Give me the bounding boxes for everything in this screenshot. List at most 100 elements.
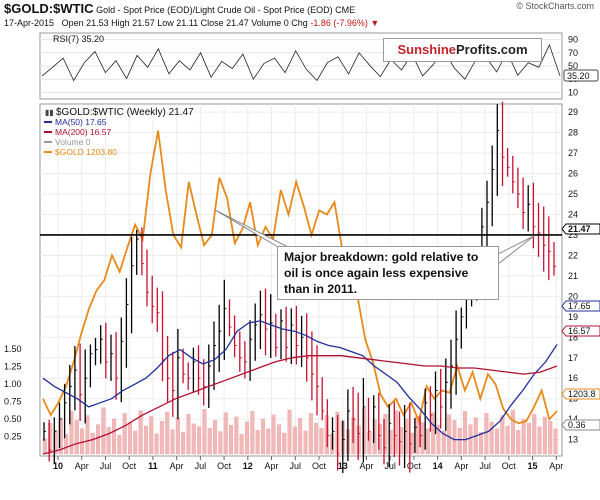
volume-bar: [85, 415, 90, 455]
x-tick-label: Jul: [290, 461, 302, 471]
price-tick-label: 14: [568, 414, 578, 424]
volume-bar: [207, 427, 212, 455]
value-label: 21.47: [561, 223, 600, 235]
volume-bar: [484, 413, 489, 455]
rsi-tick-label: 50: [568, 61, 578, 71]
volume-bar: [367, 432, 372, 455]
x-tick-label: Apr: [75, 461, 89, 471]
volume-bar: [548, 420, 553, 455]
price-tick-label: 26: [568, 169, 578, 179]
volume-bar: [553, 428, 558, 455]
volume-bar: [223, 412, 228, 455]
low-label: Low: [157, 18, 174, 28]
price-tick-label: 24: [568, 210, 578, 220]
x-tick-label: Jul: [384, 461, 396, 471]
volume-bar: [276, 424, 281, 455]
price-tick-label: 13: [568, 435, 578, 445]
price-tick-label: 25: [568, 189, 578, 199]
value-label-text: 16.57: [568, 326, 591, 336]
volume-bar: [96, 424, 101, 455]
price-tick-label: 29: [568, 107, 578, 117]
value-label-text: 17.65: [568, 301, 591, 311]
chg-label: Chg: [291, 18, 308, 28]
volume-bar: [213, 420, 218, 455]
volume-bar: [308, 413, 313, 455]
high-label: High: [111, 18, 130, 28]
x-tick-label: Oct: [502, 461, 517, 471]
high-value: 21.57: [132, 18, 155, 28]
chart-header-line1: $GOLD:$WTIC Gold - Spot Price (EOD)/Ligh…: [4, 1, 355, 16]
volume-bar: [495, 428, 500, 455]
value-label-text: 0.36: [568, 420, 586, 430]
rsi-value-box: [563, 69, 599, 82]
x-tick-label: 10: [53, 461, 63, 471]
volume-bar: [64, 434, 69, 455]
volume-bar: [69, 411, 74, 455]
volume-tick-label: 0.75: [4, 397, 22, 407]
volume-bar: [362, 408, 367, 455]
volume-bar: [122, 413, 127, 455]
value-label-box: [561, 388, 600, 400]
volume-bar: [133, 430, 138, 455]
legend-entry: Volume 0: [55, 137, 91, 147]
price-tick-label: 23: [568, 230, 578, 240]
rsi-tick-label: 70: [568, 48, 578, 58]
volume-bar: [489, 421, 494, 455]
volume-bar: [537, 426, 542, 455]
volume-bar: [266, 428, 271, 455]
volume-bar: [106, 427, 111, 455]
volume-bar: [255, 430, 260, 455]
volume-bar: [244, 421, 249, 455]
price-tick-label: 19: [568, 312, 578, 322]
symbol-title: $GOLD:$WTIC: [4, 1, 94, 16]
volume-bar: [500, 415, 505, 455]
volume-bar: [282, 432, 287, 455]
close-value: 21.47: [226, 18, 249, 28]
volume-bar: [521, 418, 526, 455]
volume-bar: [175, 417, 180, 455]
value-label: 16.57: [561, 325, 600, 337]
volume-bar: [127, 422, 132, 455]
ma200-line: [42, 355, 558, 455]
x-tick-label: Jul: [195, 461, 207, 471]
rsi-value-text: 35.20: [567, 71, 590, 81]
open-value: 21.53: [86, 18, 109, 28]
volume-tick-label: 1.00: [4, 379, 22, 389]
value-label-box: [561, 223, 600, 235]
ma50-line: [42, 320, 558, 441]
legend-entry: $GOLD:$WTIC (Weekly) 21.47: [56, 107, 194, 118]
annotation-callout: Major breakdown: gold relative to oil is…: [277, 246, 499, 300]
value-label-text: 21.47: [568, 224, 591, 234]
value-label-box: [561, 300, 600, 312]
x-tick-label: 15: [528, 461, 538, 471]
volume-bar: [314, 423, 319, 455]
volume-bar: [441, 430, 446, 455]
x-tick-label: Jul: [479, 461, 491, 471]
volume-bar: [229, 425, 234, 455]
brand-logo: SunshineProfits.com: [383, 38, 542, 62]
source-credit: © StockCharts.com: [516, 1, 594, 11]
volume-bar: [53, 430, 58, 455]
chart-date: 17-Apr-2015: [4, 18, 55, 28]
rsi-line: [41, 43, 561, 82]
down-arrow-icon: ▼: [370, 18, 380, 28]
volume-bar: [154, 433, 159, 455]
volume-bar: [112, 418, 117, 455]
volume-tick-label: 1.50: [4, 344, 22, 354]
volume-bar: [431, 412, 436, 455]
x-tick-label: Apr: [170, 461, 184, 471]
volume-bar: [292, 426, 297, 455]
volume-bar: [239, 434, 244, 455]
x-tick-label: Jul: [100, 461, 112, 471]
volume-bar: [468, 424, 473, 455]
volume-bar: [159, 420, 164, 455]
x-tick-label: Apr: [454, 461, 468, 471]
rsi-title: RSI(7) 35.20: [53, 34, 104, 44]
volume-bar: [74, 420, 79, 455]
volume-bar: [420, 422, 425, 455]
x-tick-label: Apr: [359, 461, 373, 471]
volume-bar: [218, 431, 223, 455]
volume-bar: [42, 438, 47, 455]
volume-bar: [516, 430, 521, 455]
